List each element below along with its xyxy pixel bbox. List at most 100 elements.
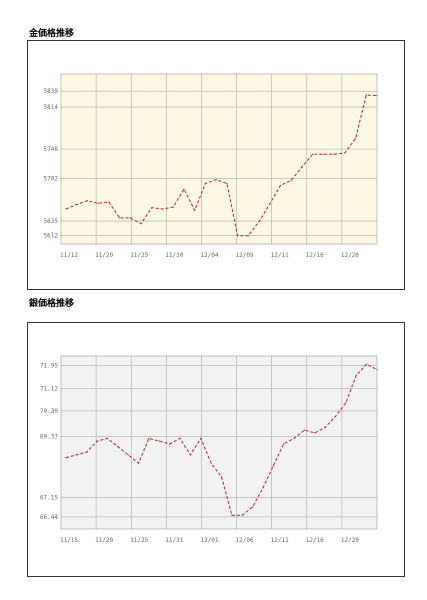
gold-data-point <box>269 203 271 205</box>
silver-y-tick-label: 66.44 <box>40 514 58 521</box>
silver-data-point <box>324 426 326 428</box>
silver-data-point <box>355 374 357 376</box>
gold-x-tick-label: 11/30 <box>165 252 183 259</box>
silver-price-chart: 11/15 11/20 11/25 11/31 12/01 12/06 12/11 12/16… <box>40 355 378 544</box>
silver-data-point <box>376 369 378 371</box>
gold-data-point <box>140 223 142 225</box>
gold-data-point <box>365 94 367 96</box>
gold-data-point <box>247 235 249 237</box>
gold-data-point <box>161 208 164 210</box>
gold-data-point <box>65 208 67 210</box>
gold-price-line <box>65 94 378 237</box>
silver-data-point <box>127 454 129 456</box>
gold-y-tick-label: 5702 <box>44 175 59 182</box>
silver-x-tick-label: 12/16 <box>306 537 324 544</box>
silver-y-tick-label: 67.15 <box>40 494 58 501</box>
silver-x-tick-label: 11/15 <box>60 537 78 544</box>
gold-data-point <box>279 184 282 187</box>
silver-data-point <box>106 437 109 439</box>
silver-data-point <box>314 432 316 434</box>
silver-x-tick-label: 12/20 <box>341 537 359 544</box>
gold-data-point <box>290 179 292 181</box>
silver-data-point <box>252 506 254 508</box>
gold-y-tick-label: 5748 <box>44 146 59 153</box>
silver-y-tick-label: 71.12 <box>40 385 58 392</box>
silver-x-tick-label: 12/11 <box>271 537 289 544</box>
silver-data-point <box>179 437 181 439</box>
gold-data-point <box>194 209 196 211</box>
silver-data-point <box>283 443 285 445</box>
gold-data-point <box>204 182 207 185</box>
gold-x-tick-label: 12/04 <box>200 252 218 259</box>
gold-x-tick-label: 12/16 <box>306 252 324 259</box>
gold-y-tick-label: 56l2 <box>44 233 59 240</box>
gold-data-point <box>344 152 346 154</box>
gold-x-tick-label: 11/12 <box>60 252 78 259</box>
gold-data-point <box>354 137 357 139</box>
silver-data-point <box>75 454 77 456</box>
silver-data-point <box>96 440 98 442</box>
silver-data-point <box>210 462 212 464</box>
silver-data-point <box>262 487 264 489</box>
silver-x-tick-label: 11/31 <box>165 537 183 544</box>
gold-data-point <box>151 207 153 209</box>
silver-data-point <box>231 514 233 516</box>
silver-data-point <box>345 402 347 404</box>
silver-data-point <box>334 415 337 418</box>
silver-data-point <box>148 437 150 439</box>
gold-data-point <box>215 179 217 181</box>
gold-data-point <box>86 200 89 202</box>
gold-price-chart: 11/12 11/20 11/25 11/30 12/04 12/09 12/11 12/16… <box>44 73 378 259</box>
silver-data-point <box>65 457 67 459</box>
silver-data-point <box>200 437 202 439</box>
gold-data-point <box>108 201 110 203</box>
silver-data-point <box>241 514 243 516</box>
gold-x-tick-label: 12/11 <box>271 252 289 259</box>
gold-data-point <box>333 153 335 155</box>
gold-data-point <box>97 202 99 204</box>
gold-y-tick-label: 5814 <box>44 104 59 111</box>
silver-data-point <box>86 451 88 453</box>
gold-data-point <box>258 221 260 223</box>
silver-y-tick-label: 70.30 <box>40 408 58 415</box>
gold-data-point <box>76 203 78 206</box>
silver-data-point <box>366 363 368 365</box>
gold-data-point <box>236 235 239 237</box>
silver-data-point <box>303 429 306 431</box>
gold-data-point <box>312 153 314 155</box>
gold-data-point <box>322 153 324 155</box>
gold-x-tick-label: 11/25 <box>130 252 148 259</box>
gold-x-tick-label: 12/09 <box>236 252 254 259</box>
silver-y-tick-label: 69.37 <box>40 433 58 440</box>
gold-data-point <box>119 217 121 219</box>
silver-plot-area <box>60 355 378 530</box>
gold-data-point <box>129 217 131 219</box>
silver-y-tick-label: 71.95 <box>40 363 58 370</box>
gold-x-tick-label: 11/20 <box>95 252 113 259</box>
silver-x-tick-label: 12/01 <box>200 537 218 544</box>
gold-y-tick-label: 5839 <box>44 88 59 95</box>
gold-data-point <box>226 182 228 185</box>
gold-data-point <box>172 206 174 208</box>
silver-data-point <box>220 476 223 478</box>
gold-y-tick-label: 5635 <box>44 218 59 225</box>
silver-x-tick-label: 12/06 <box>236 537 254 544</box>
silver-x-tick-label: 11/20 <box>95 537 113 544</box>
silver-data-point <box>137 462 140 464</box>
gold-chart-title: 金価格推移 <box>29 29 75 39</box>
gold-chart-frame: 11/12 11/20 11/25 11/30 12/04 12/09 12/11 12/16… <box>27 40 405 290</box>
gold-x-tick-label: 12/20 <box>341 252 359 259</box>
silver-data-point <box>189 454 191 456</box>
silver-data-point <box>272 465 274 467</box>
gold-data-point <box>376 95 378 97</box>
gold-plot-area <box>60 73 378 245</box>
silver-x-tick-label: 11/25 <box>130 537 148 544</box>
silver-data-point <box>169 443 171 445</box>
gold-data-point <box>301 166 303 168</box>
silver-chart-frame: 11/15 11/20 11/25 11/31 12/01 12/06 12/11 12/16… <box>27 322 405 577</box>
silver-data-point <box>158 440 160 442</box>
silver-data-point <box>293 437 295 439</box>
silver-chart-title: 銀価格推移 <box>29 299 75 309</box>
silver-data-point <box>117 446 119 448</box>
gold-data-point <box>183 188 185 190</box>
